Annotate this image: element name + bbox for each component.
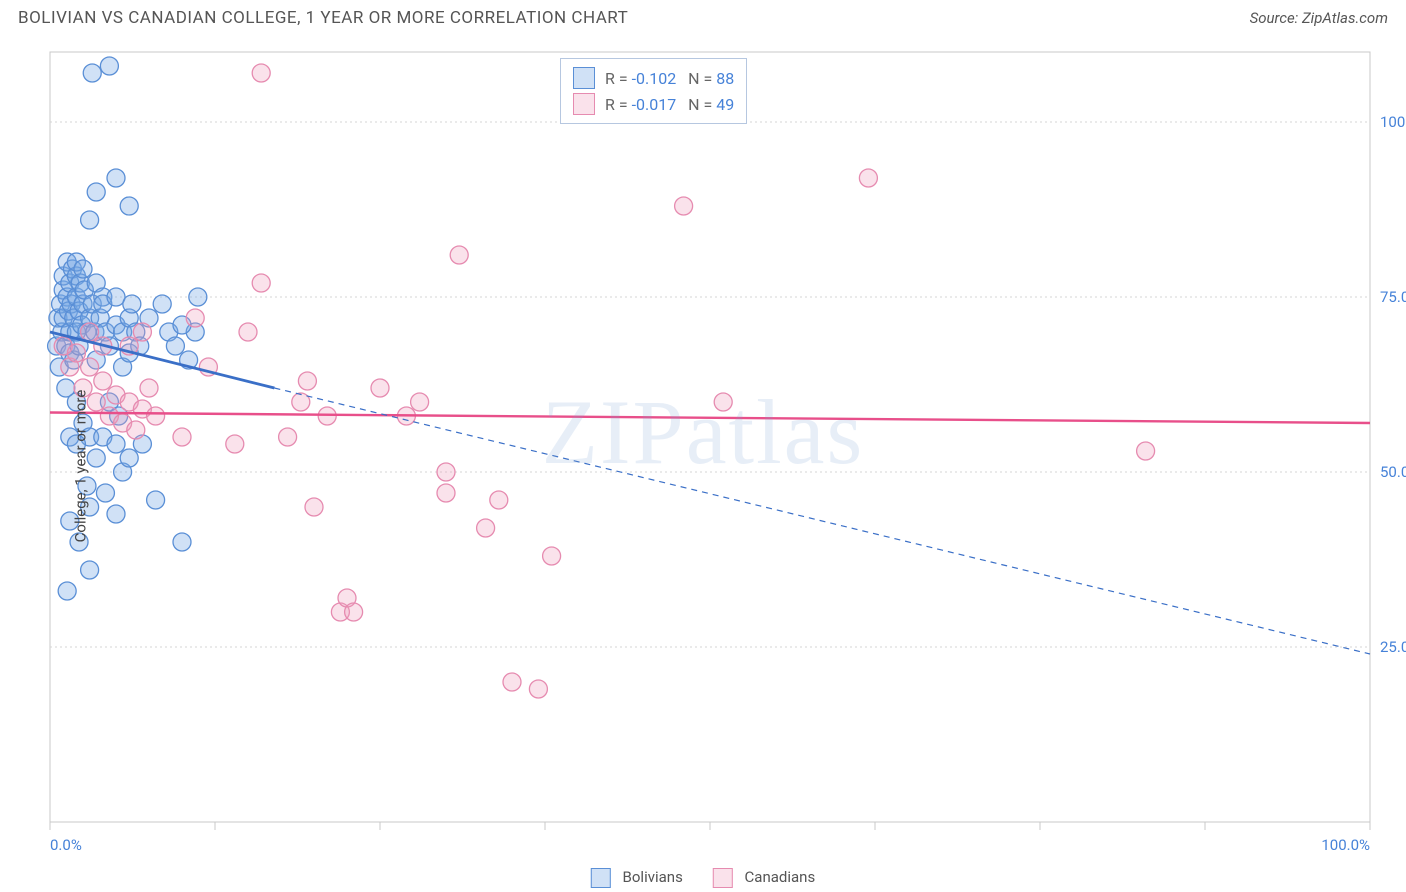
- legend-swatch-icon: [713, 868, 733, 888]
- svg-text:100.0%: 100.0%: [1321, 836, 1370, 854]
- scatter-chart: 25.0% 50.0% 75.0% 100.0% 0.0% 100.0%: [0, 40, 1406, 892]
- legend-label: Canadians: [745, 868, 816, 886]
- svg-text:75.0%: 75.0%: [1380, 288, 1406, 306]
- chart-area: College, 1 year or more ZIPatlas 25.0%50…: [0, 40, 1406, 892]
- chart-header: BOLIVIAN VS CANADIAN COLLEGE, 1 YEAR OR …: [0, 0, 1406, 38]
- svg-text:50.0%: 50.0%: [1380, 463, 1406, 481]
- legend-label: Bolivians: [623, 868, 683, 886]
- chart-source: Source: ZipAtlas.com: [1250, 9, 1388, 27]
- y-axis-label: College, 1 year or more: [71, 390, 89, 543]
- series-legend: Bolivians Canadians: [591, 868, 815, 888]
- chart-title: BOLIVIAN VS CANADIAN COLLEGE, 1 YEAR OR …: [18, 8, 628, 28]
- correlation-legend: R = -0.102 N = 88 R = -0.017 N = 49: [560, 58, 747, 124]
- svg-text:25.0%: 25.0%: [1380, 638, 1406, 656]
- svg-text:0.0%: 0.0%: [50, 836, 82, 854]
- legend-item: Bolivians: [591, 868, 683, 888]
- legend-item: Canadians: [713, 868, 815, 888]
- legend-swatch-icon: [591, 868, 611, 888]
- svg-text:100.0%: 100.0%: [1380, 113, 1406, 131]
